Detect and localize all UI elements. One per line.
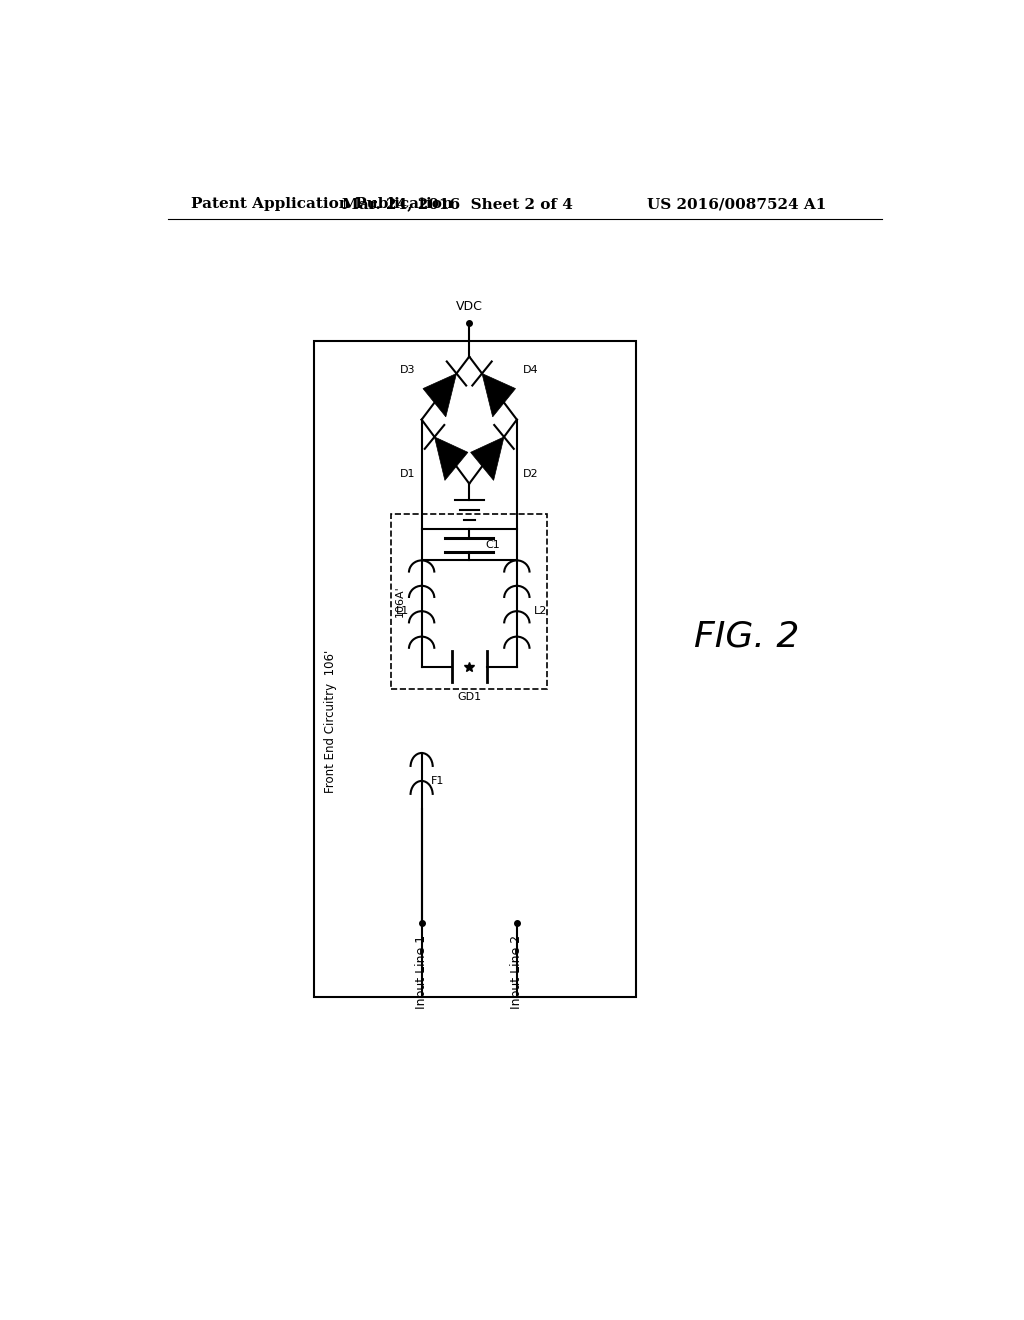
Text: FIG. 2: FIG. 2 [694, 619, 800, 653]
Text: Input Line 1: Input Line 1 [415, 935, 428, 1008]
Bar [391, 515, 547, 689]
Text: D2: D2 [523, 469, 539, 479]
Text: F1: F1 [431, 776, 444, 785]
Text: D4: D4 [523, 364, 539, 375]
Text: L1: L1 [395, 606, 409, 615]
Polygon shape [471, 437, 504, 480]
Text: C1: C1 [485, 540, 500, 549]
Text: D1: D1 [399, 469, 416, 479]
Text: D3: D3 [399, 364, 416, 375]
Text: Front End Circuitry  106': Front End Circuitry 106' [324, 649, 337, 793]
Bar [314, 342, 636, 997]
Text: L2: L2 [535, 606, 548, 615]
Text: US 2016/0087524 A1: US 2016/0087524 A1 [647, 197, 826, 211]
Text: Patent Application Publication: Patent Application Publication [191, 197, 454, 211]
Text: Mar. 24, 2016  Sheet 2 of 4: Mar. 24, 2016 Sheet 2 of 4 [342, 197, 572, 211]
Text: Input Line 2: Input Line 2 [510, 935, 523, 1008]
Polygon shape [423, 374, 457, 417]
Text: 106A': 106A' [394, 586, 404, 618]
Text: VDC: VDC [456, 300, 482, 313]
Text: GD1: GD1 [457, 692, 481, 702]
Polygon shape [434, 437, 468, 480]
Polygon shape [482, 374, 515, 417]
